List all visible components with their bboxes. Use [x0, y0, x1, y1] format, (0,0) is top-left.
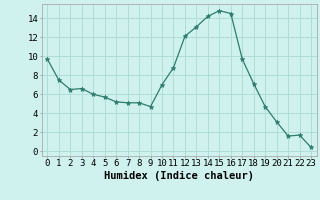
X-axis label: Humidex (Indice chaleur): Humidex (Indice chaleur) — [104, 171, 254, 181]
